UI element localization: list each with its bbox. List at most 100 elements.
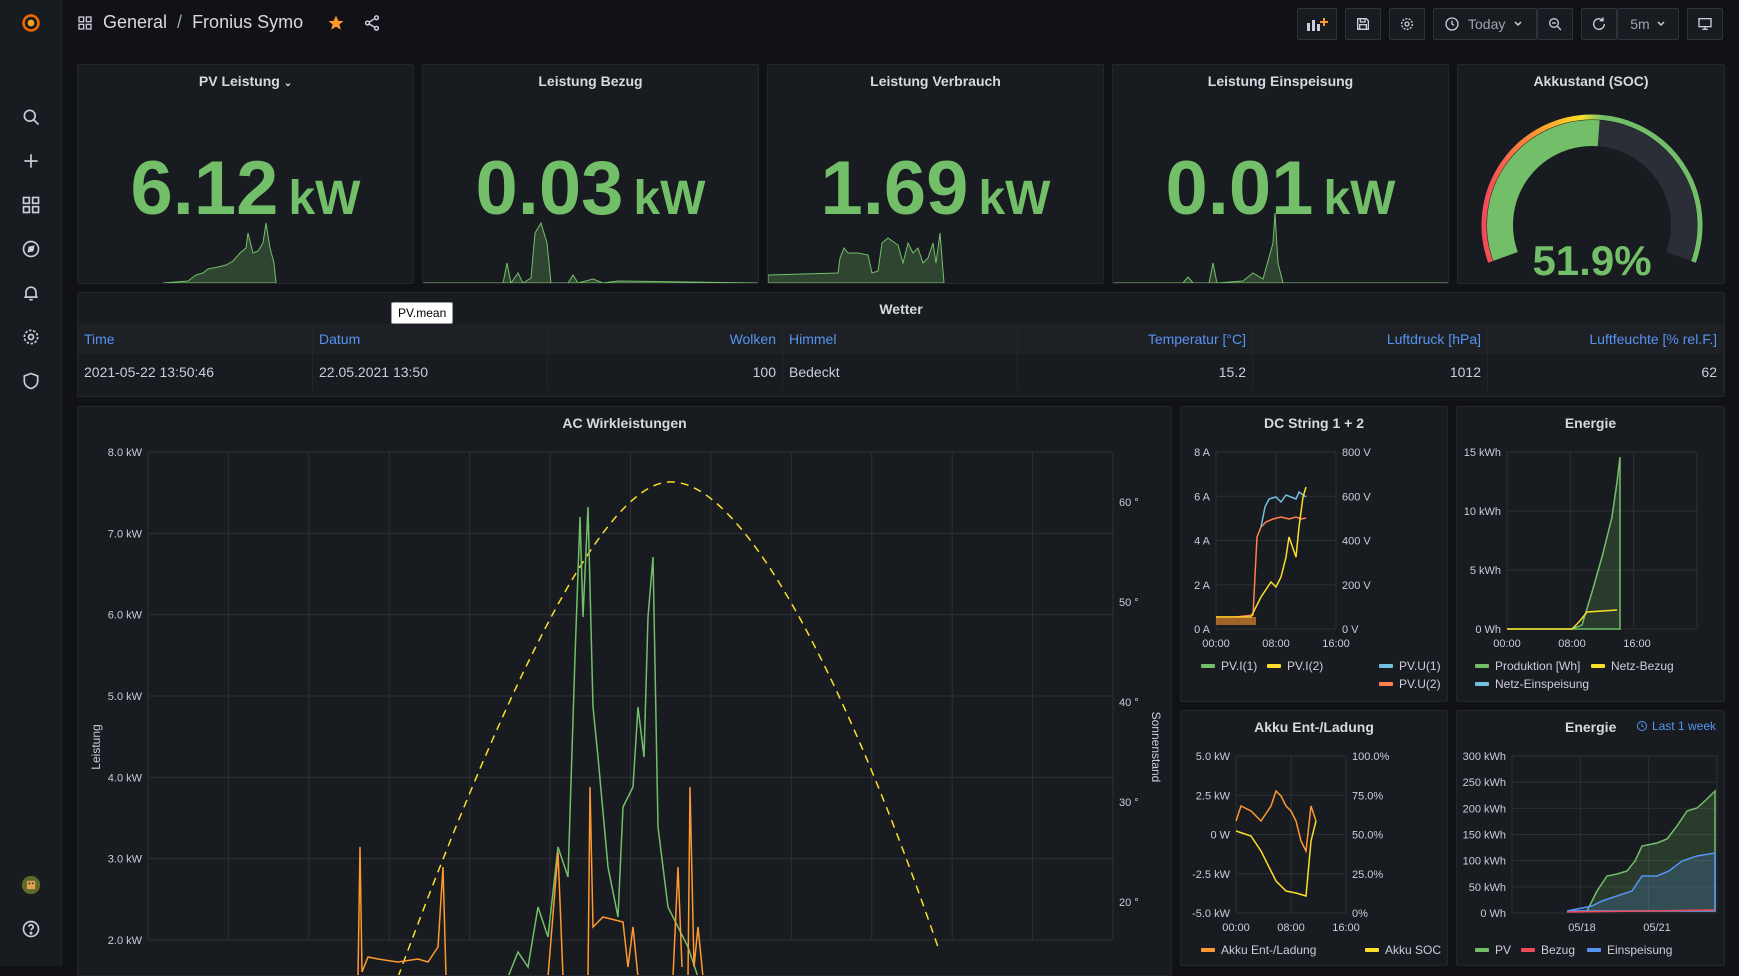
legend-item[interactable]: PV.U(1) <box>1379 659 1441 673</box>
dashboard-title[interactable]: Fronius Symo <box>192 12 304 32</box>
avatar[interactable] <box>20 874 42 896</box>
stat-number: 6.12 <box>130 146 279 231</box>
plus-icon[interactable] <box>20 150 42 172</box>
legend-item[interactable]: Produktion [Wh] <box>1475 659 1580 673</box>
legend-label: Netz-Einspeisung <box>1495 677 1590 691</box>
gear-icon[interactable] <box>20 326 42 348</box>
panel-title[interactable]: DC String 1 + 2 <box>1264 415 1364 431</box>
y-tick-label: 4.0 kW <box>108 772 143 784</box>
legend-swatch <box>1379 682 1393 686</box>
legend-swatch <box>1591 664 1605 668</box>
y-tick-label: 10 kWh <box>1464 506 1501 518</box>
y-tick-label: 7.0 kW <box>108 528 143 540</box>
einspeisung-week-series <box>1566 852 1716 912</box>
column-header-luftfeuchte[interactable]: Luftfeuchte [% rel.F.] <box>1487 324 1724 354</box>
legend-item[interactable]: PV.U(2) <box>1379 677 1441 691</box>
panel-title[interactable]: Wetter <box>879 301 923 317</box>
stat-panel-pv-leistung[interactable]: PV Leistung ⌄ 6.12 kW <box>77 64 414 284</box>
save-button[interactable] <box>1345 8 1381 40</box>
graph-panel-energie-today[interactable]: Energie 15 kWh 10 kWh 5 kWh 0 Wh 00:00 08:00 1… <box>1456 406 1725 702</box>
panel-title[interactable]: Leistung Einspeisung <box>1207 73 1354 89</box>
y2-tick-label: 100.0% <box>1352 751 1390 763</box>
gauge-panel-akkustand[interactable]: Akkustand (SOC) 51.9% <box>1457 64 1725 284</box>
y-tick-label: 5.0 kW <box>108 691 143 703</box>
tv-mode-button[interactable] <box>1687 8 1723 40</box>
time-range-label: Today <box>1468 16 1506 32</box>
panel-title[interactable]: Energie <box>1565 719 1617 735</box>
stat-unit: kW <box>633 172 706 225</box>
stat-panel-leistung-verbrauch[interactable]: Leistung Verbrauch 1.69 kW <box>767 64 1104 284</box>
column-header-luftdruck[interactable]: Luftdruck [hPa] <box>1252 324 1488 354</box>
panel-title[interactable]: Akkustand (SOC) <box>1533 73 1649 89</box>
refresh-interval-picker[interactable]: 5m <box>1617 8 1679 40</box>
y-tick-label: 3.0 kW <box>108 854 143 866</box>
legend-item[interactable]: Netz-Einspeisung <box>1475 677 1589 691</box>
graph-panel-dc-string[interactable]: DC String 1 + 2 8 A 6 A 4 A 2 A 0 A 800 V 600 … <box>1180 406 1448 702</box>
legend-item[interactable]: Akku Ent-/Ladung <box>1201 943 1316 957</box>
clock-icon <box>1636 721 1647 731</box>
column-header-time[interactable]: Time <box>78 324 313 354</box>
legend-label: Bezug <box>1541 943 1576 957</box>
clock-icon <box>1445 17 1459 31</box>
grafana-logo-icon[interactable] <box>20 12 42 34</box>
graph-panel-akku[interactable]: Akku Ent-/Ladung 5.0 kW 2.5 kW 0 W -2.5 kW -… <box>1180 710 1448 966</box>
time-override-badge[interactable]: Last 1 week <box>1636 719 1716 733</box>
dashboards-icon[interactable] <box>20 194 42 216</box>
star-icon[interactable] <box>327 14 345 32</box>
column-header-temperatur[interactable]: Temperatur [°C] <box>1017 324 1253 354</box>
shield-icon[interactable] <box>20 370 42 392</box>
stat-panel-leistung-einspeisung[interactable]: Leistung Einspeisung 0.01 kW <box>1112 64 1449 284</box>
y-tick-label: -2.5 kW <box>1192 869 1231 881</box>
cell-luftdruck: 1012 <box>1252 354 1488 390</box>
stat-value: 6.12 kW <box>78 145 413 232</box>
panel-title[interactable]: Leistung Verbrauch <box>870 73 1001 89</box>
refresh-button[interactable] <box>1581 8 1617 40</box>
compass-icon[interactable] <box>20 238 42 260</box>
x-tick-label: 16:00 <box>1623 638 1651 650</box>
legend-item[interactable]: Einspeisung <box>1587 943 1672 957</box>
x-tick-label: 08:00 <box>1277 922 1305 934</box>
column-header-datum[interactable]: Datum <box>312 324 548 354</box>
legend-item[interactable]: PV <box>1475 943 1511 957</box>
panel-title[interactable]: Akku Ent-/Ladung <box>1254 719 1374 735</box>
legend-item[interactable]: Netz-Bezug <box>1591 659 1674 673</box>
panel-title[interactable]: Energie <box>1564 415 1617 431</box>
legend-swatch <box>1201 948 1215 952</box>
panel-title[interactable]: AC Wirkleistungen <box>562 415 687 431</box>
help-icon[interactable] <box>20 918 42 940</box>
stat-panel-leistung-bezug[interactable]: Leistung Bezug 0.03 kW <box>422 64 759 284</box>
sonnenstand-series <box>397 481 939 975</box>
pv-series <box>507 506 699 975</box>
energie-graph: 15 kWh 10 kWh 5 kWh 0 Wh 00:00 08:00 16:00 <box>1464 447 1698 650</box>
legend-item[interactable]: Akku SOC <box>1365 943 1441 957</box>
column-header-himmel[interactable]: Himmel <box>782 324 1018 354</box>
legend-item[interactable]: PV.I(1) <box>1201 659 1257 673</box>
legend-item[interactable]: Bezug <box>1521 943 1575 957</box>
breadcrumb-folder[interactable]: General <box>103 12 168 32</box>
netz-bezug-series <box>1507 609 1618 630</box>
add-panel-button[interactable] <box>1297 8 1337 40</box>
time-range-picker[interactable]: Today <box>1433 8 1537 40</box>
y-tick-label: 250 kWh <box>1463 777 1506 789</box>
graph-panel-ac-wirkleistungen[interactable]: AC Wirkleistungen 8.0 kW 7.0 kW 6.0 kW 5.0 … <box>77 406 1172 976</box>
legend-item[interactable]: PV.I(2) <box>1267 659 1323 673</box>
column-header-wolken[interactable]: Wolken <box>547 324 783 354</box>
y2-tick-label: 0 V <box>1342 624 1359 636</box>
chevron-down-icon <box>1657 21 1665 27</box>
bell-icon[interactable] <box>20 282 42 304</box>
y-tick-label: 5 kWh <box>1470 565 1501 577</box>
ac-graph: 8.0 kW 7.0 kW 6.0 kW 5.0 kW 4.0 kW 3.0 kW 2.0 … <box>89 447 1163 975</box>
y-tick-label: 100 kWh <box>1463 856 1506 868</box>
x-tick-label: 05/18 <box>1568 922 1596 934</box>
settings-button[interactable] <box>1389 8 1425 40</box>
zoom-out-button[interactable] <box>1537 8 1573 40</box>
share-icon[interactable] <box>363 14 381 32</box>
panel-title[interactable]: Leistung Bezug <box>538 73 643 89</box>
search-icon[interactable] <box>20 106 42 128</box>
panel-title[interactable]: PV Leistung ⌄ <box>78 73 413 89</box>
weather-table-panel[interactable]: Wetter Time Datum Wolken Himmel Temperat… <box>77 292 1725 397</box>
y2-tick-label: 50.0% <box>1352 830 1383 842</box>
ac-phase-series <box>357 786 704 975</box>
y2-tick-label: 0% <box>1352 908 1368 920</box>
graph-panel-energie-week[interactable]: Energie Last 1 week 300 kWh 250 kWh 200 kW… <box>1456 710 1725 966</box>
